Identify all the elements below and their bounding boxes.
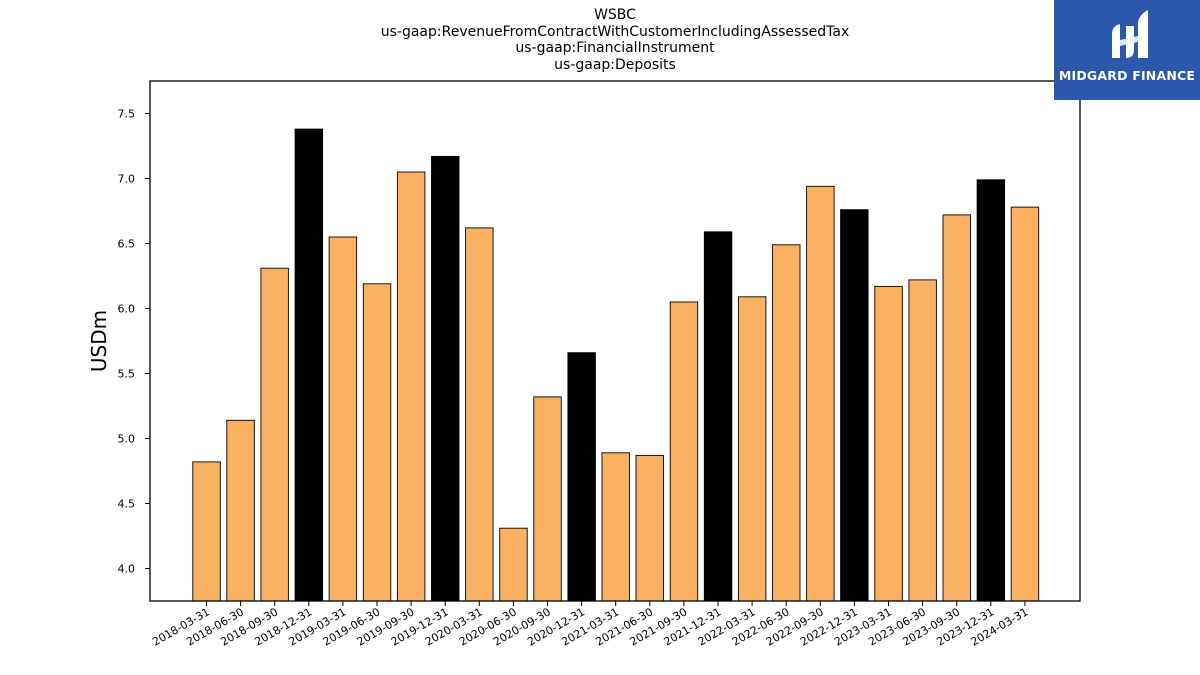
bar-2023-06-30	[908, 279, 937, 602]
bar-2021-06-30	[635, 454, 664, 602]
bar-2019-09-30	[396, 171, 426, 602]
y-tick-label: 5.5	[118, 368, 136, 381]
bar-2018-12-31	[294, 128, 324, 602]
bar-2018-09-30	[260, 267, 289, 602]
bar-2022-09-30	[806, 185, 835, 602]
bar-2020-09-30	[533, 396, 562, 602]
chart-title-line-3: us-gaap:FinancialInstrument	[515, 40, 715, 56]
bar-2022-03-31	[737, 296, 767, 602]
y-tick-label: 6.0	[118, 303, 136, 316]
bar-2019-03-31	[328, 236, 358, 602]
bar-2022-06-30	[772, 244, 801, 602]
bar-2023-03-31	[874, 285, 903, 602]
chart-title-line-1: WSBC	[594, 7, 636, 23]
chart-title-line-4: us-gaap:Deposits	[554, 57, 676, 73]
bar-2022-12-31	[840, 209, 869, 602]
y-tick-label: 7.0	[118, 173, 136, 186]
y-tick-label: 7.5	[118, 108, 136, 121]
bar-2021-03-31	[601, 452, 630, 602]
chart-title-line-2: us-gaap:RevenueFromContractWithCustomerI…	[380, 24, 850, 40]
bar-2018-03-31	[192, 461, 221, 602]
bars-group	[192, 128, 1040, 602]
y-tick-label: 4.5	[118, 498, 136, 511]
y-axis-label: USDm	[87, 310, 111, 372]
bar-2021-12-31	[703, 231, 733, 602]
y-axis: 4.0 4.5 5.0 5.5 6.0 6.5 7.0 7.5	[118, 108, 150, 576]
bar-2020-03-31	[465, 227, 494, 602]
bar-2024-03-31	[1010, 206, 1040, 602]
bar-2020-06-30	[499, 527, 528, 602]
bar-2019-12-31	[431, 155, 460, 602]
bar-2018-06-30	[226, 419, 255, 602]
bar-2021-09-30	[669, 301, 699, 602]
y-tick-label: 4.0	[118, 563, 136, 576]
y-tick-label: 6.5	[118, 238, 136, 251]
midgard-finance-logo: MIDGARD FINANCE	[1054, 0, 1200, 100]
plot-frame	[149, 80, 1081, 602]
logo-mark-icon	[1112, 10, 1148, 58]
y-tick-label: 5.0	[118, 433, 136, 446]
bar-2019-06-30	[362, 283, 392, 602]
bar-2020-12-31	[567, 352, 596, 602]
bar-2023-12-31	[976, 179, 1006, 602]
bar-2023-09-30	[942, 214, 971, 602]
logo-text: MIDGARD FINANCE	[1058, 68, 1196, 83]
x-axis: 2018-03-312018-06-302018-09-302018-12-31…	[150, 601, 1030, 649]
